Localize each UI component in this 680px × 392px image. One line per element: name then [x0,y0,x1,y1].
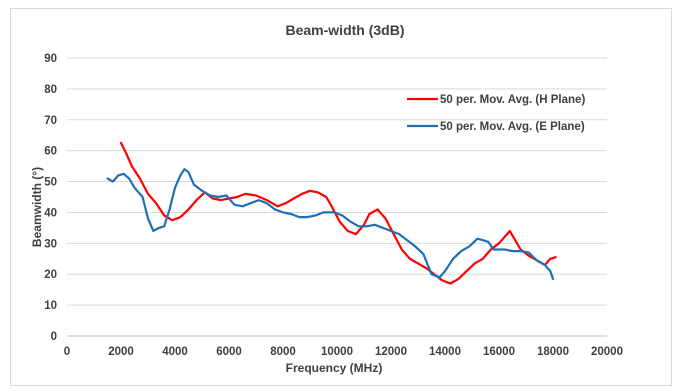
y-tick-label: 30 [44,238,57,250]
x-tick-label: 0 [64,346,70,358]
y-tick-label: 60 [44,146,57,158]
x-tick-label: 6000 [216,346,242,358]
series-lines [106,141,557,285]
chart-frame: Beam-width (3dB) 0 10 20 30 40 50 60 70 80 90 0 20… [10,8,672,386]
x-tick-label: 14000 [429,346,461,358]
legend-label-e-plane: 50 per. Mov. Avg. (E Plane) [440,121,585,133]
x-tick-label: 18000 [537,346,569,358]
y-tick-label: 0 [51,331,57,343]
x-tick-label: 16000 [483,346,515,358]
e-plane-series-line [106,168,555,280]
beamwidth-chart: Beam-width (3dB) 0 10 20 30 40 50 60 70 80 90 0 20… [30,22,623,375]
x-tick-label: 2000 [108,346,134,358]
x-tick-label: 12000 [375,346,407,358]
y-tick-label: 80 [44,84,57,96]
legend: 50 per. Mov. Avg. (H Plane) 50 per. Mov. … [407,94,585,133]
x-tick-labels: 0 2000 4000 6000 8000 10000 12000 14000 16000 180… [64,346,623,358]
x-tick-label: 4000 [162,346,188,358]
y-tick-labels: 0 10 20 30 40 50 60 70 80 90 [44,53,57,343]
h-plane-series-line [119,141,557,285]
x-tick-label: 8000 [270,346,296,358]
y-tick-label: 50 [44,177,57,189]
chart-title: Beam-width (3dB) [286,22,405,38]
x-tick-label: 20000 [591,346,623,358]
y-tick-label: 20 [44,269,57,281]
x-axis-label: Frequency (MHz) [286,361,383,375]
x-tick-label: 10000 [321,346,353,358]
y-tick-label: 70 [44,115,57,127]
y-tick-label: 90 [44,53,57,65]
y-axis-label: Beamwidth (°) [30,167,44,247]
y-tick-label: 10 [44,300,57,312]
legend-label-h-plane: 50 per. Mov. Avg. (H Plane) [440,94,585,106]
y-tick-label: 40 [44,207,57,219]
